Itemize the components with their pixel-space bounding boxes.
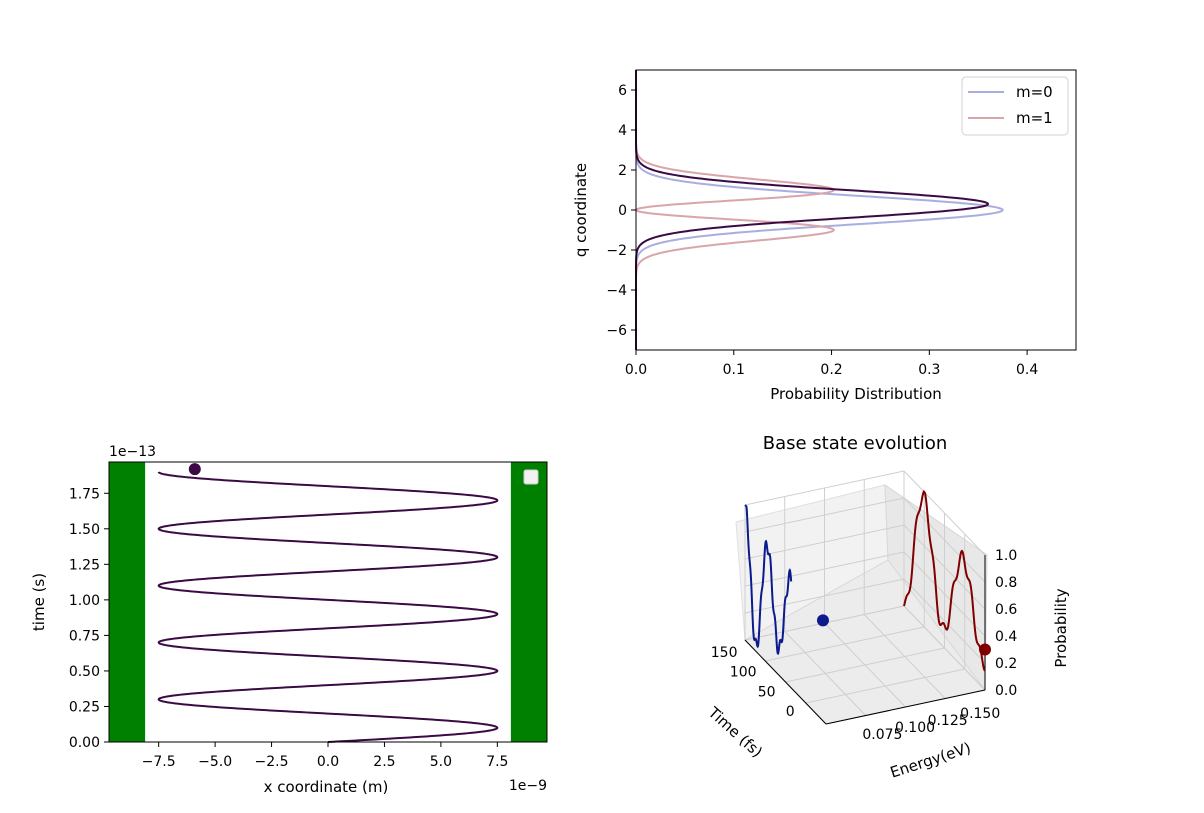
energy-tick-label: 0.150 [960, 706, 1000, 722]
energy-tick-label: 0.100 [895, 720, 935, 736]
x-tick-label: −5.0 [198, 754, 232, 770]
probability-tick-label: 0.8 [995, 575, 1017, 591]
time-tick-label: 150 [711, 645, 738, 661]
probability-tick-label: 1.0 [995, 548, 1017, 564]
probability-x-ticks: 0.0 0.1 0.2 0.3 0.4 [625, 350, 1038, 378]
blue-state-curve [744, 504, 793, 655]
wall-gridline [903, 551, 986, 637]
x-tick-label: 2.5 [373, 754, 395, 770]
current-position-marker [188, 463, 201, 476]
series-m1-line [634, 70, 835, 350]
x-tick-label: 7.5 [486, 754, 508, 770]
blue-state-marker [816, 614, 829, 627]
y-tick-label: 0.00 [69, 735, 100, 751]
trajectory-y-ticks: 0.00 0.25 0.50 0.75 1.00 1.25 1.50 1.75 [69, 486, 109, 751]
trajectory-x-ticks: −7.5 −5.0 −2.5 0.0 2.5 5.0 7.5 [142, 742, 508, 770]
probability-axis-label: Probability [1052, 588, 1070, 667]
probability-curves [634, 70, 1004, 350]
x-tick-label: 0.4 [1016, 362, 1038, 378]
energy-axis-label: Energy(eV) [888, 739, 973, 782]
floor-gridline [824, 622, 906, 708]
3d-curves [744, 489, 991, 672]
y-tick-label: 1.25 [69, 557, 100, 573]
probability-y-ticks: 6 4 2 0 −2 −4 −6 [606, 83, 636, 339]
y-tick-label: 4 [618, 123, 627, 139]
x-offset-label: 1e−9 [509, 778, 547, 794]
potential-wall [109, 462, 146, 742]
y-tick-label: 1.50 [69, 522, 100, 538]
energy-axis-line [825, 689, 986, 725]
potential-walls [109, 462, 547, 742]
legend-label-m0: m=0 [1016, 83, 1053, 101]
probability-y-axis-label: q coordinate [572, 163, 590, 257]
wall-gridline [903, 605, 986, 691]
trajectory-x-axis-label: x coordinate (m) [264, 778, 389, 796]
probability-tick-label: 0.0 [995, 683, 1017, 699]
probability-x-axis-label: Probability Distribution [770, 385, 942, 403]
wall-gridline [903, 470, 986, 556]
y-tick-label: 0.75 [69, 628, 100, 644]
empty-legend-box [523, 469, 539, 485]
potential-wall [510, 462, 547, 742]
wall-gridline [744, 578, 905, 614]
time-tick-label: 100 [730, 665, 757, 681]
y-tick-label: −2 [606, 243, 627, 259]
y-tick-label: 1.00 [69, 593, 100, 609]
y-tick-label: 0.25 [69, 699, 100, 715]
wall-gridline [744, 497, 905, 533]
time-tick-label: 0 [786, 704, 795, 720]
y-tick-label: 0.50 [69, 664, 100, 680]
y-tick-label: −4 [606, 283, 627, 299]
trajectory-y-axis-label: time (s) [30, 573, 48, 631]
3d-gridlines [744, 470, 986, 725]
trajectory-panel: −7.5 −5.0 −2.5 0.0 2.5 5.0 7.5 0.00 0.25 0.50 0.7… [30, 444, 548, 796]
probability-distribution-panel: 0.0 0.1 0.2 0.3 0.4 6 4 2 0 −2 −4 −6 Probability D… [572, 69, 1077, 403]
wall-gridline [903, 578, 986, 664]
y-tick-label: −6 [606, 323, 627, 339]
legend-label-m1: m=1 [1016, 109, 1053, 127]
y-tick-label: 0 [618, 203, 627, 219]
x-tick-label: 0.0 [625, 362, 647, 378]
y-tick-label: 6 [618, 83, 627, 99]
floor-gridline [863, 614, 946, 699]
trajectory-path [157, 471, 499, 743]
x-tick-label: −2.5 [255, 754, 289, 770]
energy-tick-label: 0.125 [928, 713, 968, 729]
x-tick-label: −7.5 [142, 754, 176, 770]
time-axis-label: Time (fs) [704, 703, 766, 761]
probability-tick-label: 0.4 [995, 629, 1017, 645]
red-state-curve [903, 489, 986, 672]
floor-gridline [784, 631, 867, 716]
wall-gridline [903, 497, 986, 583]
wall-gridline [744, 470, 905, 506]
red-state-marker [979, 643, 991, 656]
y-tick-label: 2 [618, 163, 627, 179]
trajectory-line [157, 463, 499, 743]
x-tick-label: 0.1 [723, 362, 745, 378]
probability-tick-label: 0.2 [995, 656, 1017, 672]
x-tick-label: 0.0 [317, 754, 339, 770]
base-state-title: Base state evolution [763, 433, 948, 454]
wall-gridline [744, 524, 905, 560]
time-axis-line [744, 639, 827, 725]
series-superposition-line [635, 70, 990, 350]
time-tick-label: 50 [758, 684, 776, 700]
x-tick-label: 0.2 [820, 362, 842, 378]
probability-legend: m=0 m=1 [961, 76, 1069, 136]
y-tick-label: 1.75 [69, 486, 100, 502]
x-tick-label: 0.3 [918, 362, 940, 378]
x-tick-label: 5.0 [430, 754, 452, 770]
probability-tick-label: 0.6 [995, 602, 1017, 618]
energy-tick-label: 0.075 [862, 727, 902, 743]
y-offset-label: 1e−13 [109, 444, 156, 460]
